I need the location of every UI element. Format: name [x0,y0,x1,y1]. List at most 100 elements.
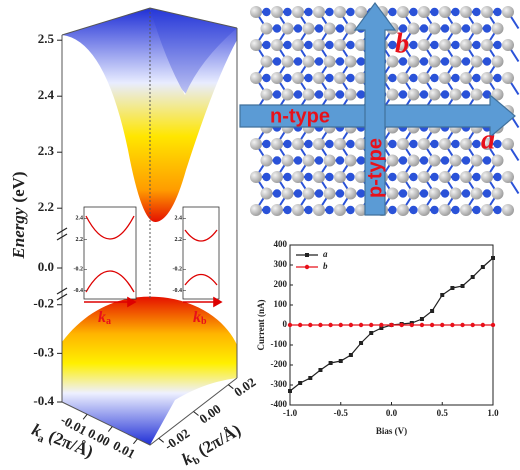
point [338,359,343,363]
atom-s [344,88,357,101]
atom-n [482,189,492,198]
atom-n [398,189,408,198]
atom-s [334,39,346,51]
atom-n [304,139,313,149]
x-tick-label: -0.5 [334,408,349,418]
atom-s [281,22,294,35]
atom-s [481,6,493,18]
atom-n [314,24,324,33]
atom-s [386,55,399,68]
point [338,322,343,328]
atom-s [460,171,472,183]
inset-tick-label: 2.4 [76,216,84,222]
point [399,322,404,328]
atom-s [397,171,409,183]
atom-n [304,73,313,83]
atom-s [292,6,304,18]
atom-s [302,187,315,200]
atom-s [313,72,325,84]
atom-n [304,172,313,182]
atom-n [461,57,471,66]
atom-n [493,139,502,149]
atom-s [281,88,294,101]
atom-s [292,72,304,84]
atom-n [325,40,334,50]
atom-s [344,55,357,68]
atom-n [440,24,450,33]
n-type-label: n-type [270,105,330,127]
point [328,361,333,365]
atom-s [502,138,514,150]
atom-s [323,88,336,101]
atom-s [355,39,367,51]
atom-s [302,55,315,68]
atom-n [388,172,397,182]
y-tick-label: 200 [274,279,288,289]
arrow-vertical [353,1,397,216]
inset-curve [85,270,135,293]
atom-s [323,22,336,35]
atom-s [418,204,430,216]
point [308,376,313,380]
atom-n [398,57,408,66]
k-axis-title: kb(2π/Å) [178,420,245,470]
atom-n [482,57,492,66]
inset-curve [184,273,218,286]
k-symbol: k [193,309,201,326]
atom-n [493,40,502,50]
atom-n [430,205,439,215]
atom-s [355,6,367,18]
atom-s [386,88,399,101]
inset-tick-label: 2.2 [175,237,183,243]
atom-s [386,154,399,167]
point [318,368,323,372]
atom-n [388,40,397,50]
atom-n [335,24,345,33]
atom-s [281,55,294,68]
atom-s [502,6,514,18]
atom-s [418,138,430,150]
atom-n [482,156,492,165]
k-subscript: a [36,432,46,445]
atom-n [398,24,408,33]
point [450,322,455,328]
atom-n [356,156,366,165]
atom-s [460,6,472,18]
atom-s [355,138,367,150]
atom-n [430,172,439,182]
atom-s [344,154,357,167]
point [358,322,364,328]
atom-n [304,205,313,215]
inset-x-label: kb [193,309,207,328]
y-axis-title: Current (nA) [256,299,266,350]
atom-s [302,88,315,101]
atom-s [439,138,451,150]
atom-n [262,73,271,83]
atom-n [346,172,355,182]
atom-s [491,55,504,68]
atom-s [334,171,346,183]
atom-s [292,204,304,216]
atom-n [461,90,471,99]
atom-s [323,154,336,167]
atom-n [283,139,292,149]
atom-s [344,187,357,200]
atom-n [346,73,355,83]
point [379,326,384,330]
point [287,322,293,328]
atom-s [449,187,462,200]
atom-n [388,205,397,215]
inset-tick-label: -0.4 [173,288,183,294]
atom-n [356,189,366,198]
atom-n [440,57,450,66]
atom-s [407,22,420,35]
atom-s [449,88,462,101]
atom-s [323,55,336,68]
valence-surface [62,296,237,445]
atom-s [334,204,346,216]
atom-n [283,73,292,83]
y-tick-label: 300 [274,259,288,269]
atom-n [472,7,481,17]
atom-s [439,72,451,84]
atom-s [407,187,420,200]
